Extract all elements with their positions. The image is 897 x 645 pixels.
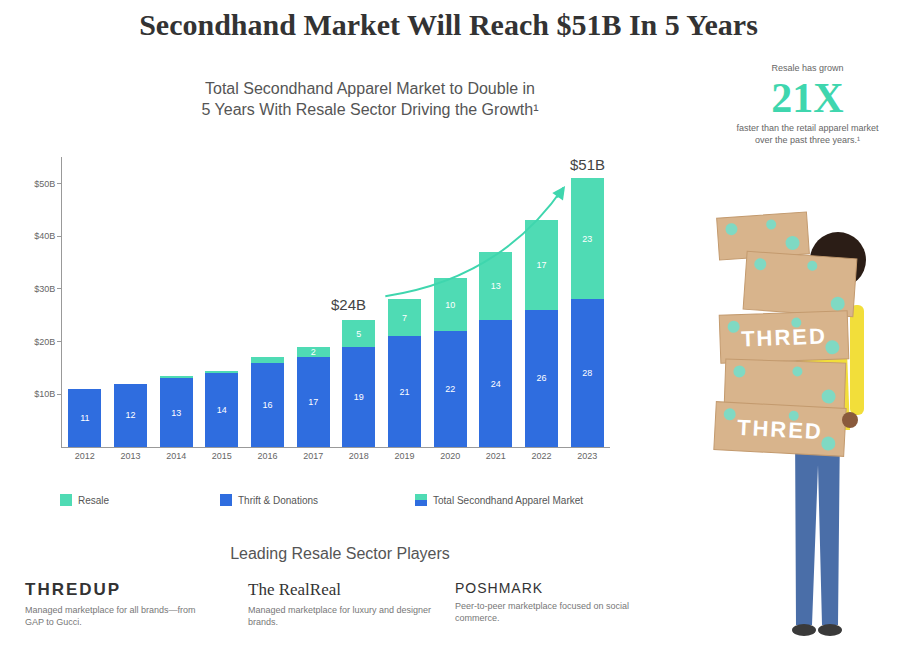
svg-text:$50B: $50B: [34, 179, 55, 189]
svg-text:7: 7: [402, 313, 407, 323]
svg-text:$20B: $20B: [34, 337, 55, 347]
svg-text:THRED: THRED: [736, 415, 823, 444]
svg-text:2013: 2013: [120, 451, 140, 461]
svg-text:19: 19: [354, 392, 364, 402]
html-text:Resale: Resale: [78, 494, 110, 506]
svg-text:2023: 2023: [577, 451, 597, 461]
svg-text:2012: 2012: [75, 451, 95, 461]
html-text:Secondhand Market Will Reach $: Secondhand Market Will Reach $51B In 5 Y…: [139, 8, 758, 41]
svg-text:21: 21: [399, 387, 409, 397]
html-text:POSHMARK: POSHMARK: [455, 580, 544, 596]
html-text:Resale has grown: Resale has grown: [771, 63, 844, 73]
html-text:Thrift & Donations: Thrift & Donations: [238, 494, 318, 506]
svg-text:16: 16: [262, 400, 272, 410]
html-text:Peer-to-peer marketplace focus: Peer-to-peer marketplace focused on soci…: [455, 601, 630, 623]
svg-text:2017: 2017: [303, 451, 323, 461]
html-text:Managed marketplace for luxury: Managed marketplace for luxury and desig…: [248, 605, 432, 627]
svg-text:17: 17: [536, 260, 546, 270]
svg-text:2019: 2019: [394, 451, 414, 461]
svg-text:$40B: $40B: [34, 231, 55, 241]
svg-text:26: 26: [536, 373, 546, 383]
svg-text:5: 5: [356, 329, 361, 339]
html-text:faster than the retail apparel: faster than the retail apparel market ov…: [736, 123, 879, 145]
svg-text:13: 13: [491, 281, 501, 291]
svg-text:$10B: $10B: [34, 389, 55, 399]
html-text:Managed marketplace for all br: Managed marketplace for all brands—from …: [25, 605, 196, 627]
svg-text:17: 17: [308, 397, 318, 407]
svg-text:THRED: THRED: [741, 324, 828, 352]
html-text:21X: 21X: [771, 75, 844, 121]
html-text:The RealReal: The RealReal: [248, 580, 341, 599]
svg-text:2018: 2018: [349, 451, 369, 461]
svg-text:2014: 2014: [166, 451, 186, 461]
svg-text:28: 28: [582, 368, 592, 378]
svg-text:14: 14: [217, 405, 227, 415]
svg-text:12: 12: [125, 410, 135, 420]
svg-text:2016: 2016: [257, 451, 277, 461]
svg-text:22: 22: [445, 384, 455, 394]
svg-text:11: 11: [80, 413, 89, 423]
html-text:THREDUP: THREDUP: [25, 580, 122, 599]
svg-text:23: 23: [582, 234, 592, 244]
svg-text:$24B: $24B: [331, 296, 366, 313]
svg-text:2: 2: [311, 347, 316, 357]
svg-text:13: 13: [171, 408, 181, 418]
svg-text:$30B: $30B: [34, 284, 55, 294]
html-text:Total Secondhand Apparel Marke: Total Secondhand Apparel Market: [433, 494, 584, 506]
svg-text:2015: 2015: [212, 451, 232, 461]
svg-text:24: 24: [491, 379, 501, 389]
svg-text:2021: 2021: [486, 451, 506, 461]
svg-text:$51B: $51B: [570, 156, 605, 173]
html-text:Total Secondhand Apparel Marke: Total Secondhand Apparel Market to Doubl…: [201, 80, 539, 118]
svg-text:10: 10: [445, 300, 455, 310]
html-text:Leading Resale Sector Players: Leading Resale Sector Players: [230, 545, 450, 562]
svg-text:2020: 2020: [440, 451, 460, 461]
svg-text:2022: 2022: [531, 451, 551, 461]
